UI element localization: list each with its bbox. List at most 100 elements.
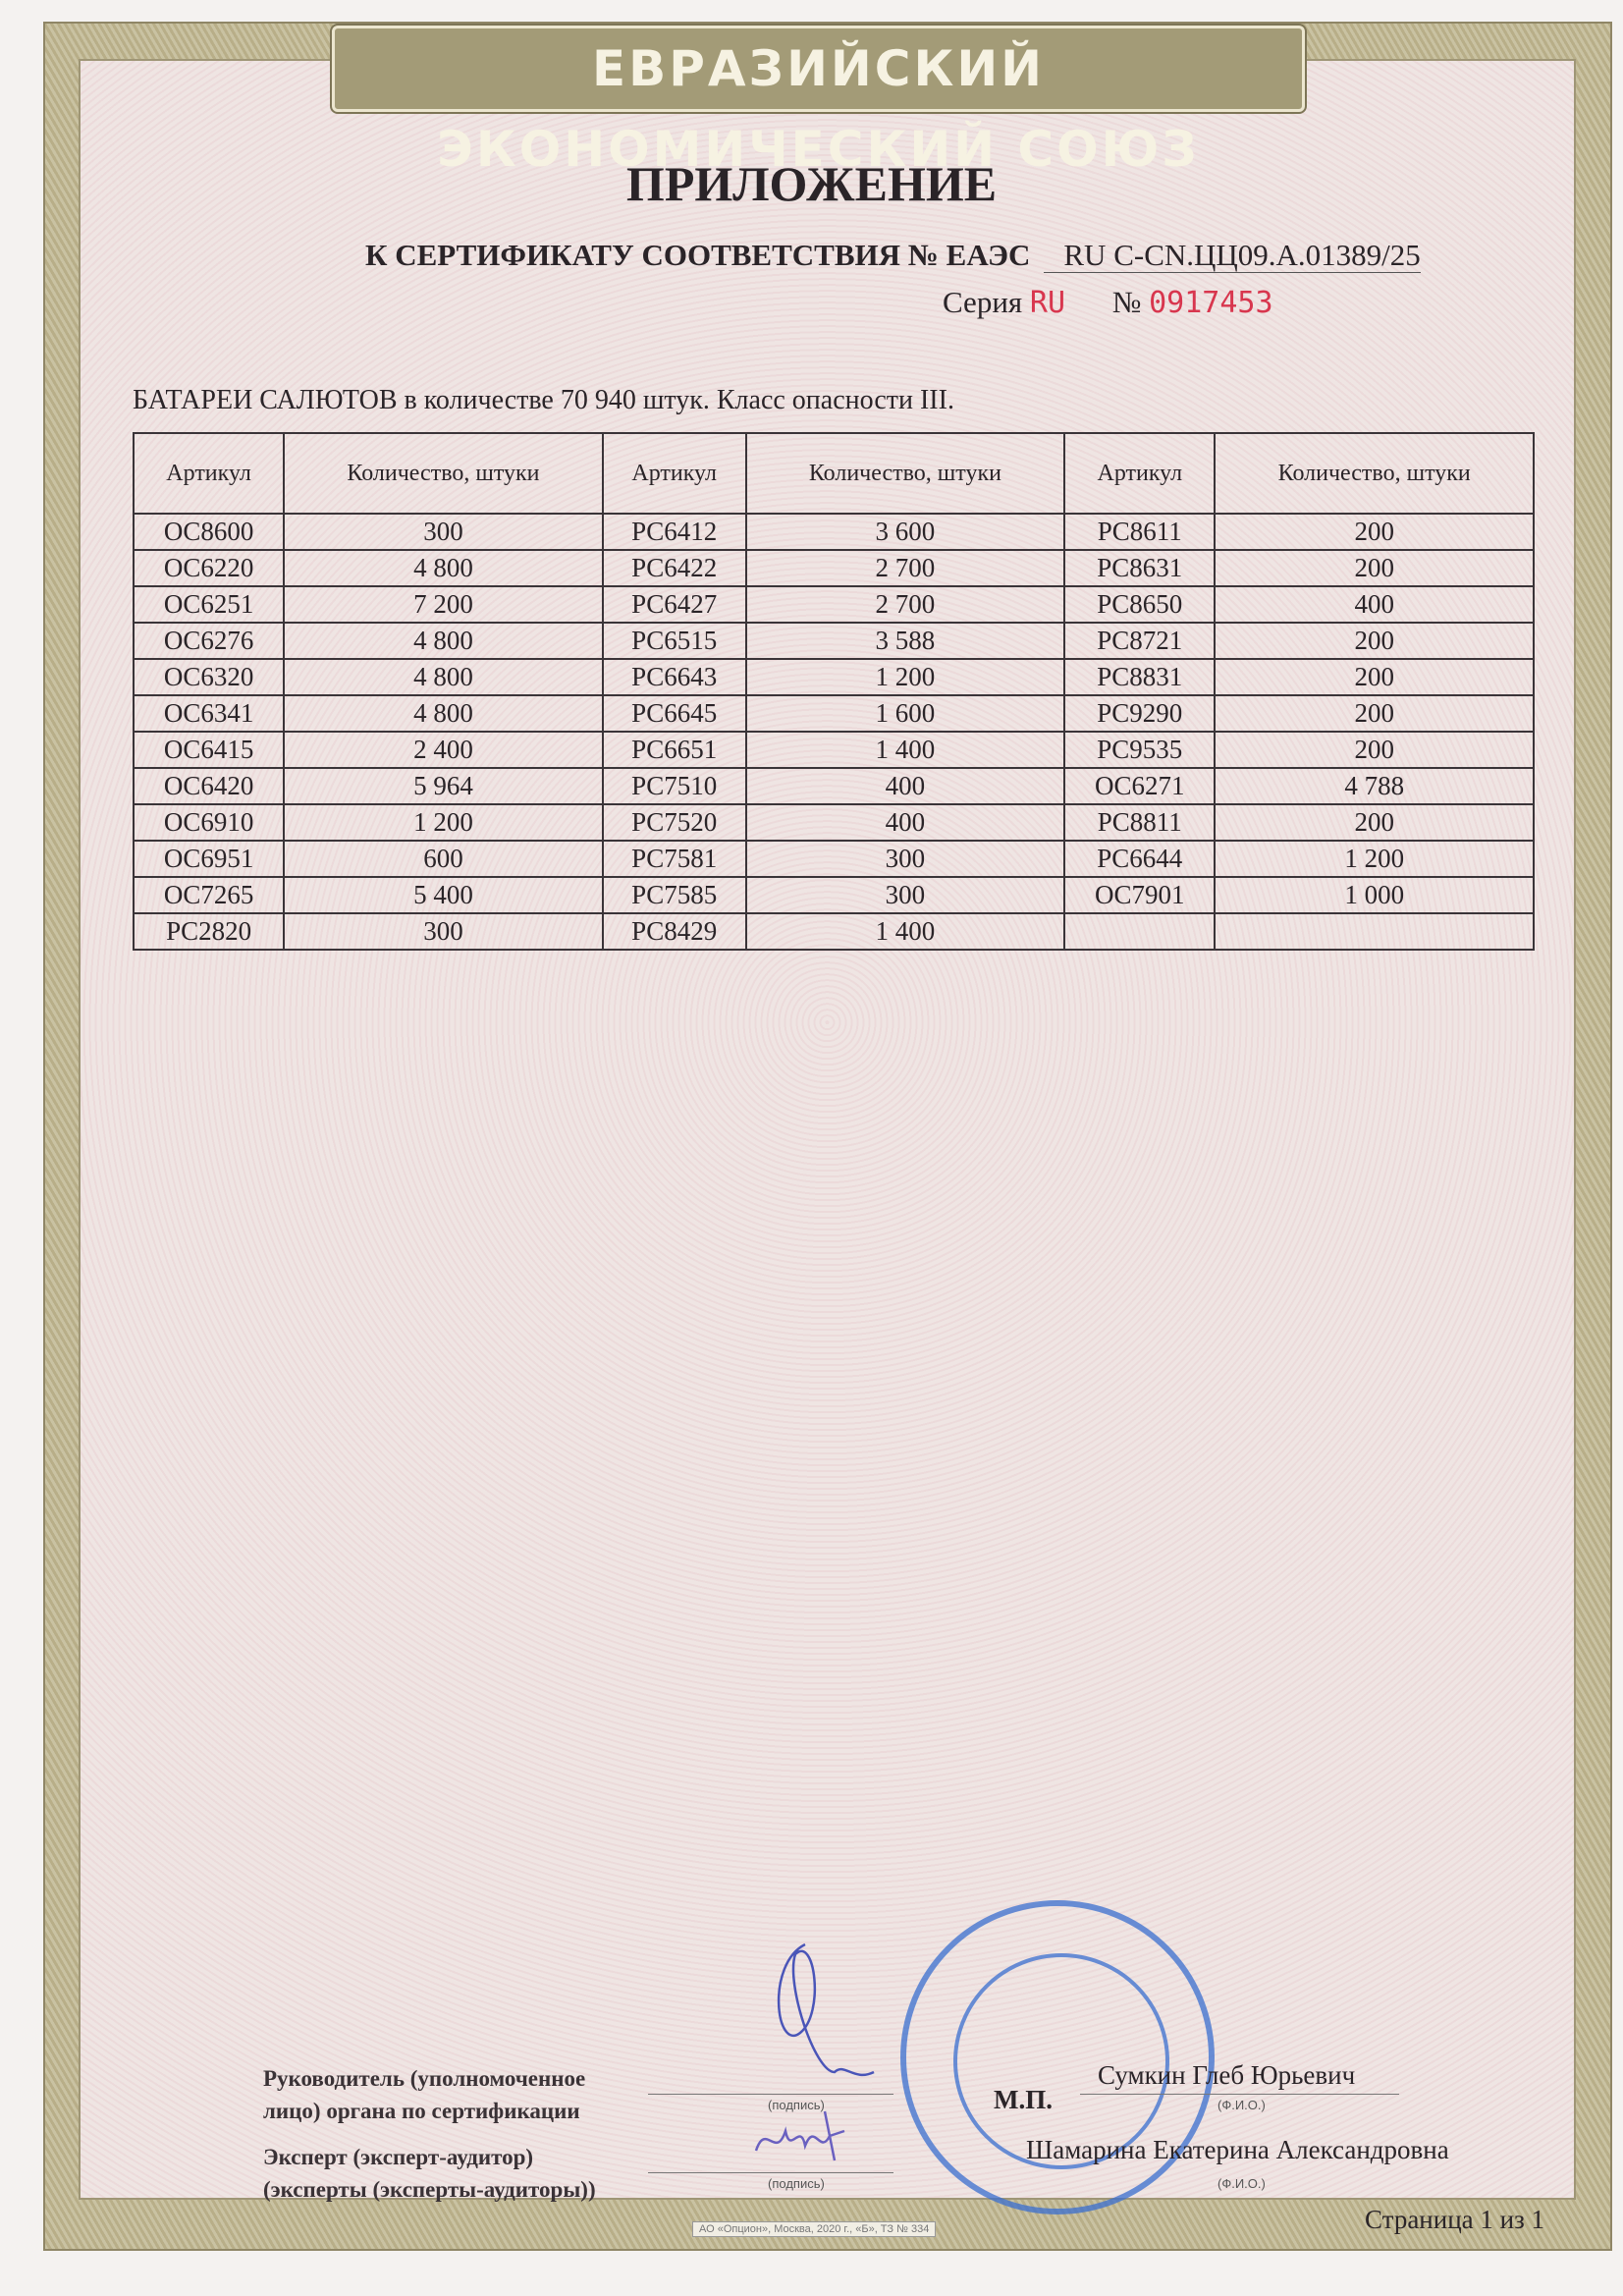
article-cell: PC8631 xyxy=(1063,549,1217,587)
quantity-cell: 1 200 xyxy=(1214,840,1535,878)
expert-signature-caption: (подпись) xyxy=(768,2176,825,2191)
head-label-line-2: лицо) органа по сертификации xyxy=(263,2099,580,2123)
quantity-cell: 1 400 xyxy=(744,731,1066,769)
quantity-cell: 2 700 xyxy=(744,585,1066,624)
head-name: Сумкин Глеб Юрьевич xyxy=(1098,2060,1356,2090)
quantity-cell: 200 xyxy=(1214,803,1535,842)
table-row: OC6251 7 200 PC6427 2 700 PC8650 400 xyxy=(132,585,1535,624)
article-cell: PC6651 xyxy=(601,731,747,769)
article-cell: PC7510 xyxy=(601,767,747,805)
table-row: OC6415 2 400 PC6651 1 400 PC9535 200 xyxy=(132,731,1535,769)
page-number: Страница 1 из 1 xyxy=(1365,2205,1544,2234)
table-row: OC6951 600 PC7581 300 PC6644 1 200 xyxy=(132,840,1535,878)
head-signature-caption: (подпись) xyxy=(768,2098,825,2112)
expert-signature-line xyxy=(648,2172,893,2173)
quantity-cell: 400 xyxy=(1214,585,1535,624)
printer-imprint: АО «Опцион», Москва, 2020 г., «Б», ТЗ № … xyxy=(692,2221,937,2237)
quantity-cell: 1 600 xyxy=(744,694,1066,733)
article-cell: OC6320 xyxy=(132,658,286,696)
document-paper xyxy=(79,59,1576,2200)
article-cell: OC6910 xyxy=(132,803,286,842)
article-cell: PC9290 xyxy=(1063,694,1217,733)
article-cell xyxy=(1063,912,1217,951)
quantity-cell: 2 700 xyxy=(744,549,1066,587)
article-cell: OC6415 xyxy=(132,731,286,769)
article-cell: OC6220 xyxy=(132,549,286,587)
quantity-cell: 300 xyxy=(283,513,604,551)
article-cell: PC6515 xyxy=(601,622,747,660)
column-header: Артикул xyxy=(601,432,747,515)
quantity-cell: 1 200 xyxy=(283,803,604,842)
article-cell: OC8600 xyxy=(132,513,286,551)
article-cell: PC8831 xyxy=(1063,658,1217,696)
quantity-cell: 300 xyxy=(744,876,1066,914)
quantity-cell: 5 400 xyxy=(283,876,604,914)
table-header-row: Артикул Количество, штуки Артикул Количеств… xyxy=(132,432,1535,515)
article-cell: PC7581 xyxy=(601,840,747,878)
article-cell: OC6276 xyxy=(132,622,286,660)
quantity-cell: 600 xyxy=(283,840,604,878)
quantity-cell: 5 964 xyxy=(283,767,604,805)
column-header: Артикул xyxy=(1063,432,1217,515)
number-label: № xyxy=(1111,285,1142,319)
article-cell: OC7901 xyxy=(1063,876,1217,914)
article-cell: PC6643 xyxy=(601,658,747,696)
quantity-cell: 200 xyxy=(1214,658,1535,696)
article-cell: PC8811 xyxy=(1063,803,1217,842)
document-title: ПРИЛОЖЕНИЕ xyxy=(625,156,998,211)
expert-name: Шамарина Екатерина Александровна xyxy=(1026,2135,1449,2164)
head-signature-icon xyxy=(777,1942,875,2077)
expert-name-caption: (Ф.И.О.) xyxy=(1217,2176,1266,2191)
articles-table: Артикул Количество, штуки Артикул Количеств… xyxy=(132,432,1535,951)
quantity-cell: 200 xyxy=(1214,622,1535,660)
quantity-cell: 1 200 xyxy=(744,658,1066,696)
head-name-caption: (Ф.И.О.) xyxy=(1217,2098,1266,2112)
article-cell: PC7585 xyxy=(601,876,747,914)
certificate-number: RU C-CN.ЦЦ09.А.01389/25 xyxy=(1044,238,1421,273)
quantity-cell: 300 xyxy=(744,840,1066,878)
certificate-line: К СЕРТИФИКАТУ СООТВЕТСТВИЯ № ЕАЭС RU C-CN… xyxy=(365,238,1421,273)
article-cell: OC7265 xyxy=(132,876,286,914)
column-header: Количество, штуки xyxy=(283,432,604,515)
table-row: OC8600 300 PC6412 3 600 PC8611 200 xyxy=(132,513,1535,551)
union-banner: ЕВРАЗИЙСКИЙ ЭКОНОМИЧЕСКИЙ СОЮЗ xyxy=(330,24,1307,178)
article-cell: PC9535 xyxy=(1063,731,1217,769)
article-cell: PC6427 xyxy=(601,585,747,624)
head-name-line xyxy=(1080,2094,1399,2095)
article-cell: PC2820 xyxy=(132,912,286,951)
expert-label-line-1: Эксперт (эксперт-аудитор) xyxy=(263,2145,534,2169)
quantity-cell xyxy=(1214,912,1535,951)
quantity-cell: 200 xyxy=(1214,549,1535,587)
quantity-cell: 1 400 xyxy=(744,912,1066,951)
article-cell: PC6422 xyxy=(601,549,747,587)
article-cell: PC8650 xyxy=(1063,585,1217,624)
series-value: RU xyxy=(1029,286,1066,320)
quantity-cell: 300 xyxy=(283,912,604,951)
table-row: OC6220 4 800 PC6422 2 700 PC8631 200 xyxy=(132,549,1535,587)
quantity-cell: 200 xyxy=(1214,731,1535,769)
quantity-cell: 400 xyxy=(744,803,1066,842)
quantity-cell: 200 xyxy=(1214,513,1535,551)
certificate-label: К СЕРТИФИКАТУ СООТВЕТСТВИЯ № ЕАЭС xyxy=(365,238,1031,272)
head-label: Руководитель (уполномоченное лицо) орган… xyxy=(263,2062,585,2127)
article-cell: OC6251 xyxy=(132,585,286,624)
quantity-cell: 4 800 xyxy=(283,694,604,733)
series-line: Серия RU № 0917453 xyxy=(943,285,1273,320)
expert-label-line-2: (эксперты (эксперты-аудиторы)) xyxy=(263,2177,596,2202)
article-cell: OC6341 xyxy=(132,694,286,733)
article-cell: OC6271 xyxy=(1063,767,1217,805)
article-cell: PC8721 xyxy=(1063,622,1217,660)
quantity-cell: 4 800 xyxy=(283,658,604,696)
quantity-cell: 2 400 xyxy=(283,731,604,769)
quantity-cell: 200 xyxy=(1214,694,1535,733)
series-label: Серия xyxy=(943,285,1023,319)
article-cell: OC6951 xyxy=(132,840,286,878)
quantity-cell: 4 788 xyxy=(1214,767,1535,805)
seal-label: М.П. xyxy=(994,2085,1053,2114)
quantity-cell: 3 588 xyxy=(744,622,1066,660)
quantity-cell: 1 000 xyxy=(1214,876,1535,914)
head-label-line-1: Руководитель (уполномоченное xyxy=(263,2066,586,2091)
head-signature-line xyxy=(648,2094,893,2095)
quantity-cell: 3 600 xyxy=(744,513,1066,551)
table-row: OC6276 4 800 PC6515 3 588 PC8721 200 xyxy=(132,622,1535,660)
